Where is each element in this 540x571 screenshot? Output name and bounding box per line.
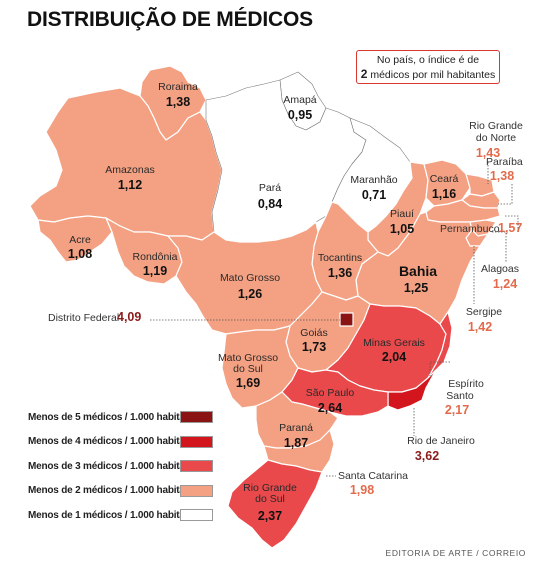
state-value-RO: 1,19 xyxy=(143,264,167,278)
note-line-1: No país, o índice é de xyxy=(376,54,480,66)
state-value-PR: 1,87 xyxy=(284,436,308,450)
legend-label: Menos de 2 médicos / 1.000 habitantes xyxy=(28,485,205,497)
legend-item: Menos de 5 médicos / 1.000 habitantes xyxy=(28,405,213,430)
state-name-AM: Amazonas xyxy=(105,164,155,176)
state-name-BA: Bahia xyxy=(399,263,437,279)
state-value-RR: 1,38 xyxy=(166,95,190,109)
state-value-BA: 1,25 xyxy=(404,281,428,295)
legend-item: Menos de 4 médicos / 1.000 habitantes xyxy=(28,430,213,455)
national-index-note: No país, o índice é de 2 médicos por mil… xyxy=(356,50,500,84)
state-value-RS: 2,37 xyxy=(258,509,282,523)
state-name-MA: Maranhão xyxy=(350,174,397,186)
state-value-SP: 2,64 xyxy=(318,401,342,415)
state-value-AP: 0,95 xyxy=(288,108,312,122)
legend-swatch xyxy=(180,435,213,448)
state-name-RJ: Rio de Janeiro xyxy=(407,435,475,447)
state-value-GO: 1,73 xyxy=(302,340,326,354)
state-name-PI: Piauí xyxy=(390,208,414,220)
state-name-SP: São Paulo xyxy=(306,387,355,399)
state-name-RR: Roraima xyxy=(158,81,198,93)
legend-label: Menos de 5 médicos / 1.000 habitantes xyxy=(28,411,205,423)
note-rest: médicos por mil habitantes xyxy=(370,69,496,81)
state-name-AP: Amapá xyxy=(283,94,316,106)
state-name-SE: Sergipe xyxy=(466,306,502,318)
state-value-TO: 1,36 xyxy=(328,266,352,280)
state-AC[interactable] xyxy=(37,215,113,263)
state-name-TO: Tocantins xyxy=(318,252,362,264)
state-name-DF: Distrito Federal xyxy=(48,312,119,324)
state-name-AC: Acre xyxy=(69,234,91,246)
leader-AL xyxy=(492,231,507,262)
state-name-RS-2: do Sul xyxy=(255,493,285,505)
state-name-PA: Pará xyxy=(259,182,281,194)
legend-item: Menos de 3 médicos / 1.000 habitantes xyxy=(28,454,213,479)
state-name-SC: Santa Catarina xyxy=(338,470,408,482)
state-RS[interactable] xyxy=(227,459,323,549)
state-name-RS-1: Rio Grande xyxy=(243,482,297,494)
state-name-PB: Paraíba xyxy=(486,156,523,168)
state-value-RJ: 3,62 xyxy=(415,449,439,463)
leader-PB xyxy=(498,184,513,205)
state-value-PB: 1,38 xyxy=(490,169,514,183)
map-title: DISTRIBUIÇÃO DE MÉDICOS xyxy=(27,8,313,31)
credit: EDITORIA DE ARTE / CORREIO xyxy=(385,548,526,558)
state-name-ES-1: Espírito xyxy=(448,378,484,390)
state-value-SC: 1,98 xyxy=(350,483,374,497)
legend-label: Menos de 1 médicos / 1.000 habitantes xyxy=(28,509,205,521)
state-value-MS: 1,69 xyxy=(236,376,260,390)
state-value-PA: 0,84 xyxy=(258,197,282,211)
state-name-PR: Paraná xyxy=(279,422,313,434)
state-value-CE: 1,16 xyxy=(432,187,456,201)
leader-PE xyxy=(505,215,519,230)
legend-item: Menos de 1 médicos / 1.000 habitantes xyxy=(28,503,213,528)
state-value-PI: 1,05 xyxy=(390,222,414,236)
state-labels: Roraima 1,38 Amapá 0,95 Amazonas 1,12 Pará 0,84… xyxy=(68,81,459,523)
state-name-RN-2: do Norte xyxy=(476,132,516,144)
state-value-PE: 1,57 xyxy=(498,221,522,235)
state-name-PE: Pernambuco xyxy=(440,223,500,235)
note-line-2: 2 médicos por mil habitantes xyxy=(357,67,499,82)
state-value-MA: 0,71 xyxy=(362,188,386,202)
state-value-DF: 4,09 xyxy=(117,310,141,324)
state-value-AM: 1,12 xyxy=(118,178,142,192)
states-layer xyxy=(29,65,501,549)
legend-label: Menos de 3 médicos / 1.000 habitantes xyxy=(28,460,205,472)
legend-swatch xyxy=(180,509,213,522)
state-name-AL: Alagoas xyxy=(481,263,519,275)
legend: Menos de 5 médicos / 1.000 habitantes Men… xyxy=(28,405,213,528)
state-value-SE: 1,42 xyxy=(468,320,492,334)
legend-item: Menos de 2 médicos / 1.000 habitantes xyxy=(28,479,213,504)
state-name-ES-2: Santo xyxy=(446,390,474,402)
state-name-MS-2: do Sul xyxy=(233,363,263,375)
note-value: 2 xyxy=(360,67,368,81)
state-value-ES: 2,17 xyxy=(445,403,469,417)
state-name-RO: Rondônia xyxy=(133,251,178,263)
state-name-CE: Ceará xyxy=(430,173,459,185)
state-name-MG: Minas Gerais xyxy=(363,337,425,349)
state-value-AL: 1,24 xyxy=(493,277,517,291)
state-value-MG: 2,04 xyxy=(382,350,406,364)
legend-swatch xyxy=(180,484,213,497)
state-name-MS-1: Mato Grosso xyxy=(218,352,278,364)
state-name-MT: Mato Grosso xyxy=(220,272,280,284)
state-DF[interactable] xyxy=(339,312,354,327)
state-name-GO: Goiás xyxy=(300,327,327,339)
state-value-RN: 1,43 xyxy=(476,146,500,160)
leader-ES xyxy=(429,361,450,376)
state-name-RN-1: Rio Grande xyxy=(469,120,523,132)
legend-label: Menos de 4 médicos / 1.000 habitantes xyxy=(28,436,205,448)
legend-swatch xyxy=(180,411,213,424)
state-value-AC: 1,08 xyxy=(68,247,92,261)
legend-swatch xyxy=(180,460,213,473)
state-value-MT: 1,26 xyxy=(238,287,262,301)
